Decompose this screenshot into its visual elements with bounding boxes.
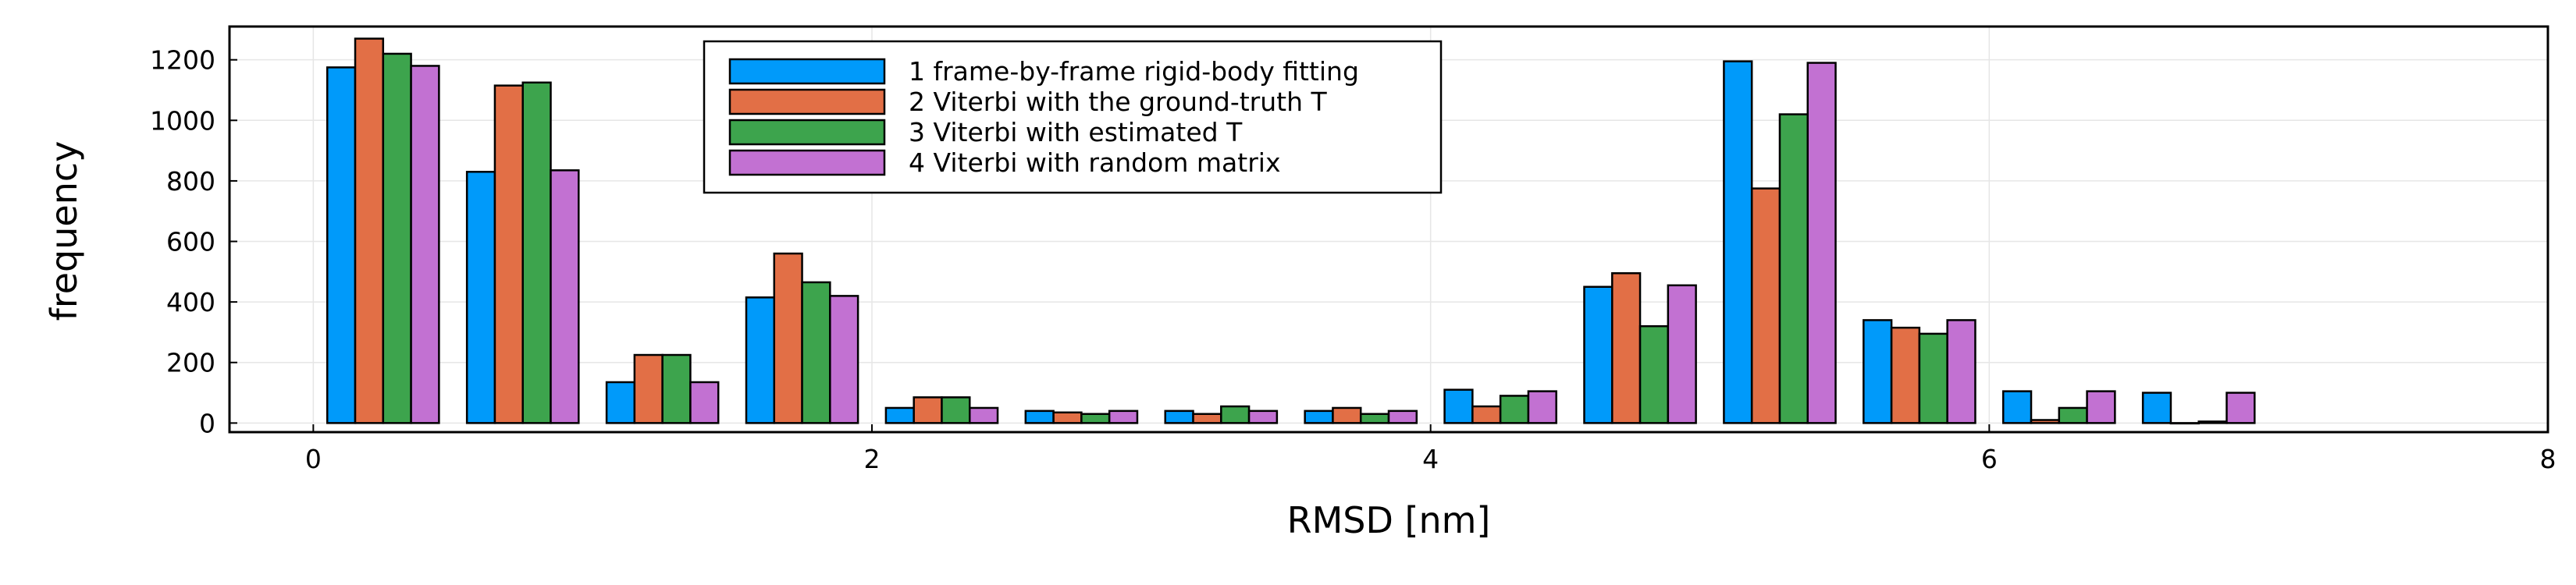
bar-series-1-bin-5 <box>884 406 915 424</box>
bar-series-2-bin-5 <box>913 396 943 424</box>
bar-series-3-bin-3 <box>661 353 692 424</box>
bar-series-4-bin-3 <box>689 381 720 424</box>
x-axis-ticks: 0 2 4 6 8 <box>305 424 2556 474</box>
bar-series-3-bin-1 <box>382 52 412 424</box>
x-tick-label: 0 <box>305 444 322 474</box>
x-tick-label: 2 <box>864 444 881 474</box>
bar-series-3-bin-2 <box>521 81 552 424</box>
bar-series-3-bin-5 <box>941 396 971 424</box>
bar-series-2-bin-4 <box>773 252 803 424</box>
bar-series-1-bin-14 <box>2141 392 2172 424</box>
bar-series-2-bin-6 <box>1052 411 1083 424</box>
x-tick-label: 8 <box>2540 444 2556 474</box>
bar-series-4-bin-6 <box>1108 410 1139 424</box>
bar-series-4-bin-7 <box>1247 410 1279 424</box>
bar-series-1-bin-10 <box>1583 285 1614 424</box>
bar-series-1-bin-8 <box>1304 410 1334 424</box>
bar-series-2-bin-3 <box>633 353 664 424</box>
bar-series-4-bin-4 <box>829 295 859 424</box>
bar-series-3-bin-11 <box>1778 113 1809 424</box>
bar-series-4-bin-2 <box>550 169 580 424</box>
bar-series-2-bin-8 <box>1332 406 1362 424</box>
bars-group <box>326 37 2256 425</box>
x-tick-label: 6 <box>1981 444 1998 474</box>
bar-series-1-bin-6 <box>1024 410 1055 424</box>
bar-series-4-bin-12 <box>1946 319 1976 424</box>
y-tick-label: 0 <box>199 408 215 438</box>
bar-series-1-bin-4 <box>745 296 776 424</box>
bar-series-1-bin-7 <box>1164 410 1194 424</box>
bar-series-1-bin-11 <box>1723 60 1753 424</box>
x-tick-label: 4 <box>1422 444 1439 474</box>
bar-series-4-bin-5 <box>969 406 999 424</box>
bar-series-4-bin-11 <box>1806 62 1837 424</box>
bar-series-2-bin-13 <box>2030 419 2061 424</box>
y-tick-label: 600 <box>166 227 215 257</box>
y-tick-label: 1000 <box>150 105 215 136</box>
y-tick-label: 200 <box>166 348 215 378</box>
legend-label-4: 4 Viterbi with random matrix <box>909 147 1280 178</box>
bar-series-3-bin-7 <box>1220 405 1251 424</box>
bar-series-2-bin-9 <box>1471 405 1502 424</box>
bar-series-4-bin-10 <box>1667 284 1697 424</box>
plot-frame <box>228 25 2549 434</box>
bar-series-4-bin-9 <box>1527 390 1557 424</box>
bar-series-3-bin-13 <box>2058 406 2088 424</box>
legend-label-2: 2 Viterbi with the ground-truth T <box>909 87 1327 117</box>
legend-label-1: 1 frame-by-frame rigid-body fitting <box>909 56 1359 87</box>
bar-series-1-bin-1 <box>326 66 357 424</box>
bar-series-2-bin-12 <box>1890 326 1921 424</box>
y-tick-label: 400 <box>166 287 215 317</box>
bar-series-2-bin-2 <box>493 84 524 424</box>
bar-series-4-bin-8 <box>1387 410 1418 424</box>
y-tick-label: 800 <box>166 166 215 197</box>
bar-series-2-bin-14 <box>2169 422 2200 425</box>
bar-series-1-bin-2 <box>465 171 496 424</box>
legend-swatch-1 <box>728 58 886 85</box>
y-tick-label: 1200 <box>150 45 215 76</box>
legend-label-3: 3 Viterbi with estimated T <box>909 117 1243 147</box>
bar-series-2-bin-7 <box>1192 413 1222 424</box>
bar-series-3-bin-8 <box>1359 413 1390 424</box>
bar-series-3-bin-14 <box>2197 420 2228 424</box>
legend-swatch-3 <box>728 119 886 146</box>
legend-swatch-2 <box>728 88 886 115</box>
x-axis-label: RMSD [nm] <box>1287 499 1491 541</box>
bar-series-3-bin-6 <box>1080 413 1111 424</box>
bar-series-3-bin-12 <box>1918 332 1948 424</box>
bar-series-2-bin-1 <box>354 37 385 424</box>
bar-series-4-bin-1 <box>410 65 440 424</box>
bar-series-3-bin-10 <box>1638 324 1670 424</box>
bar-series-2-bin-11 <box>1750 187 1781 424</box>
bar-series-4-bin-13 <box>2086 390 2116 424</box>
bar-series-2-bin-10 <box>1611 272 1642 424</box>
bar-series-3-bin-4 <box>801 281 831 424</box>
y-axis-ticks: 0 200 400 600 800 1000 1200 <box>150 45 237 438</box>
bar-series-1-bin-3 <box>605 381 636 424</box>
y-axis-label: frequency <box>43 141 85 321</box>
bar-series-1-bin-9 <box>1443 388 1474 424</box>
legend-swatch-4 <box>728 149 886 176</box>
bar-series-3-bin-9 <box>1499 395 1530 424</box>
bar-series-4-bin-14 <box>2226 392 2256 424</box>
bar-series-1-bin-12 <box>1863 319 1893 424</box>
bar-series-1-bin-13 <box>2001 390 2033 424</box>
